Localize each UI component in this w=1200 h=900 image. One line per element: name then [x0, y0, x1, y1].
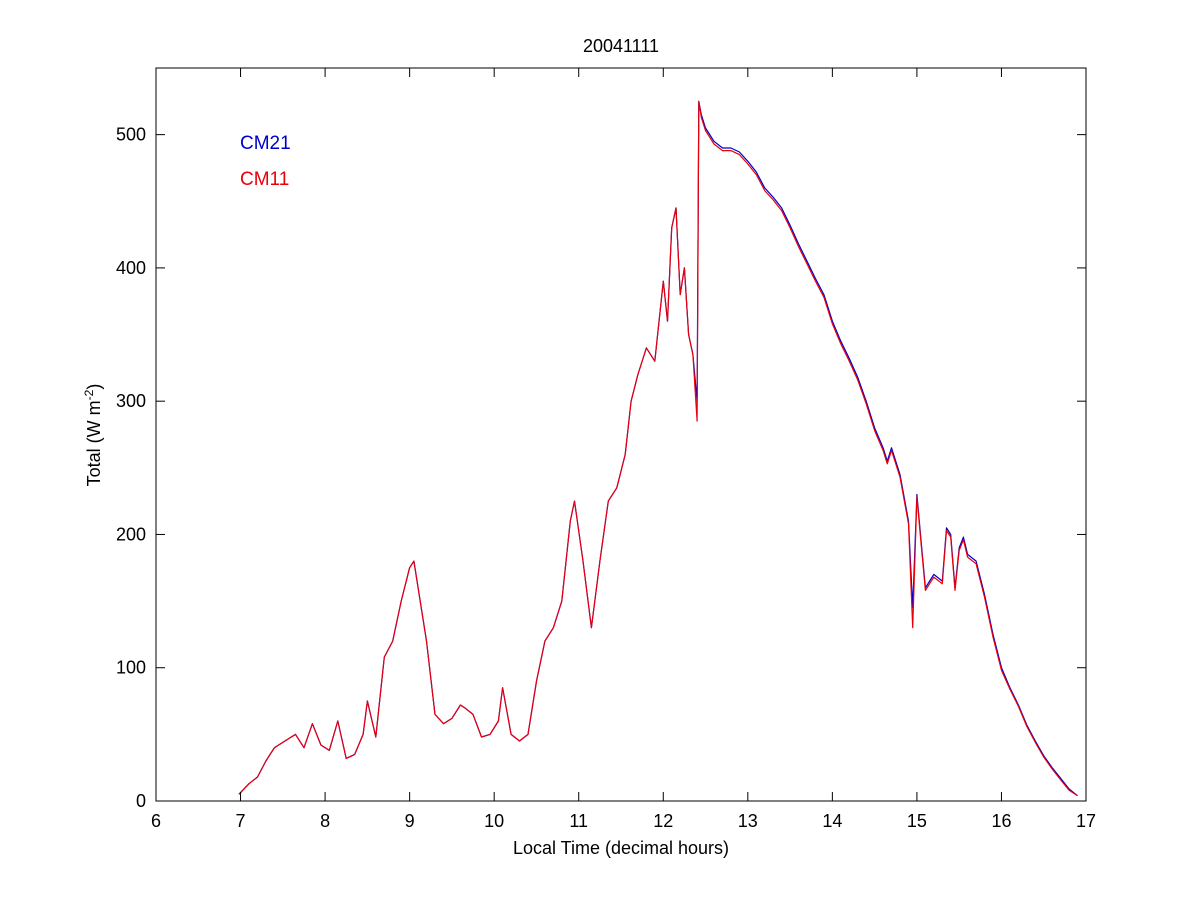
series-line-cm11: [238, 100, 1078, 797]
x-tick-label: 11: [569, 811, 588, 831]
y-axis-title: Total (W m-2): [82, 384, 104, 487]
series-layer: [238, 100, 1078, 797]
x-tick-label: 8: [320, 811, 330, 831]
ticks-layer: 6 7 8 9 10 11 12 13 14 15 16 17 0 100 200 300 400 500: [116, 68, 1096, 831]
plot-area: [155, 67, 1087, 802]
legend-entry-cm21: CM21: [240, 133, 291, 154]
x-tick-label: 16: [991, 811, 1011, 831]
y-axis-title-main: Total (W m: [84, 400, 104, 486]
y-tick-label: 100: [116, 658, 146, 678]
legend-entry-cm11: CM11: [240, 169, 289, 190]
y-tick-label: 300: [116, 391, 146, 411]
x-tick-label: 7: [236, 811, 246, 831]
y-axis-title-close: ): [84, 384, 104, 390]
chart-title: 20041111: [583, 36, 659, 56]
x-tick-label: 15: [907, 811, 927, 831]
x-tick-label: 10: [484, 811, 504, 831]
x-tick-label: 14: [822, 811, 842, 831]
x-tick-label: 13: [738, 811, 758, 831]
x-tick-label: 9: [405, 811, 415, 831]
y-tick-label: 0: [136, 791, 146, 811]
y-tick-label: 400: [116, 258, 146, 278]
x-tick-label: 12: [653, 811, 673, 831]
x-axis-title: Local Time (decimal hours): [513, 838, 729, 858]
x-tick-label: 6: [151, 811, 161, 831]
y-tick-label: 200: [116, 524, 146, 544]
x-tick-label: 17: [1076, 811, 1096, 831]
y-tick-label: 500: [116, 125, 146, 145]
y-axis-title-superscript: -2: [82, 389, 96, 400]
legend: CM21 CM11: [240, 133, 291, 190]
